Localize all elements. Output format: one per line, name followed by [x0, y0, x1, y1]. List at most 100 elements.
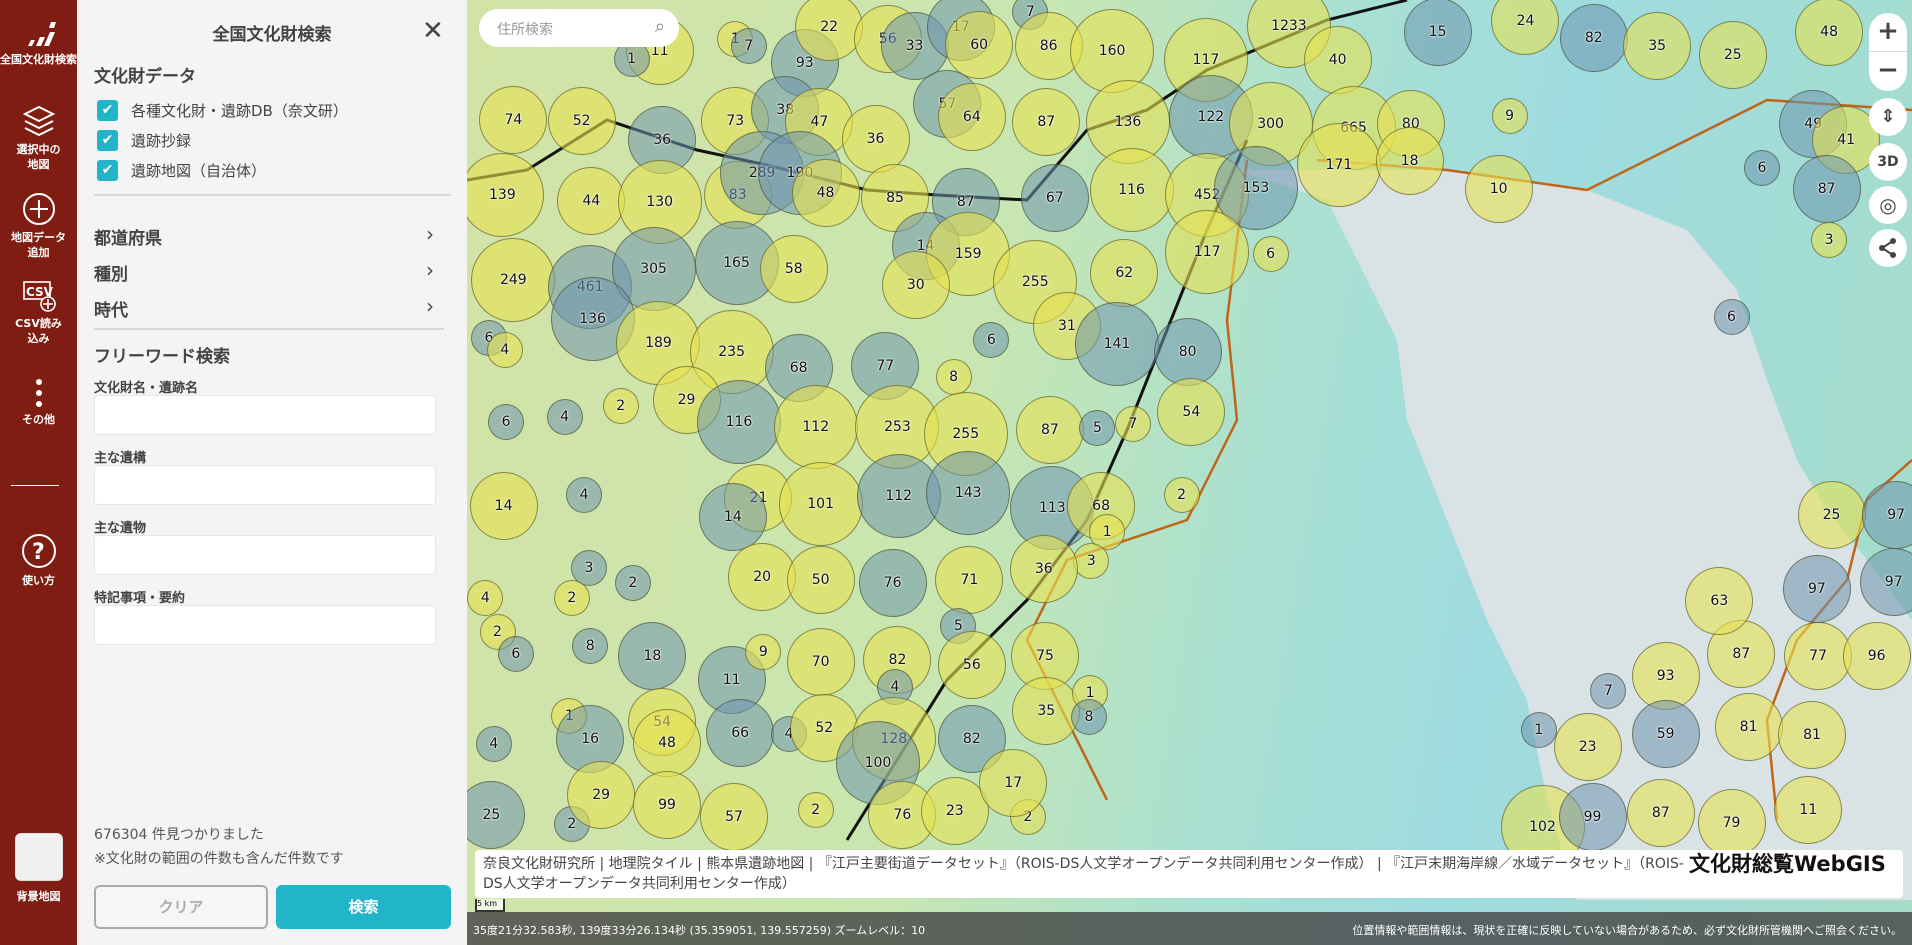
cluster-marker[interactable]: 8 — [572, 628, 609, 665]
cluster-marker[interactable]: 24 — [1491, 0, 1560, 55]
cluster-marker[interactable]: 71 — [935, 546, 1004, 615]
cluster-marker[interactable]: 48 — [791, 158, 860, 227]
cluster-marker[interactable]: 14 — [698, 483, 767, 552]
cluster-marker[interactable]: 7 — [730, 28, 767, 65]
cluster-marker[interactable]: 25 — [467, 780, 526, 849]
filter-period[interactable]: 時代 › — [94, 294, 444, 321]
cluster-marker[interactable]: 2 — [614, 564, 651, 601]
rail-item-basemap[interactable]: 背景地図 — [0, 833, 77, 904]
features-input[interactable] — [94, 465, 436, 505]
rail-item-search[interactable]: 全国文化財検索 — [0, 18, 77, 67]
cluster-marker[interactable]: 67 — [1020, 163, 1089, 232]
cluster-marker[interactable]: 4 — [546, 399, 583, 436]
cluster-marker[interactable]: 4 — [486, 331, 523, 368]
cluster-marker[interactable]: 74 — [479, 85, 548, 154]
cluster-marker[interactable]: 3 — [1073, 542, 1110, 579]
cluster-marker[interactable]: 4 — [566, 477, 603, 514]
cluster-marker[interactable]: 87 — [1792, 155, 1861, 223]
cluster-marker[interactable]: 57 — [700, 782, 769, 851]
cluster-marker[interactable]: 64 — [937, 83, 1006, 152]
cluster-marker[interactable]: 97 — [1862, 480, 1912, 549]
compass-button[interactable]: ⇕ — [1869, 98, 1907, 136]
rail-item-help[interactable]: ? 使い方 — [0, 533, 77, 588]
cluster-marker[interactable]: 50 — [786, 546, 855, 615]
cluster-marker[interactable]: 139 — [467, 153, 545, 238]
search-icon[interactable]: ⌕ — [654, 16, 665, 37]
cluster-marker[interactable]: 48 — [1795, 0, 1864, 66]
cluster-marker[interactable]: 40 — [1303, 25, 1372, 94]
cluster-marker[interactable]: 143 — [926, 450, 1011, 535]
cluster-marker[interactable]: 9 — [745, 634, 782, 671]
cluster-marker[interactable]: 23 — [1553, 713, 1622, 782]
cluster-marker[interactable]: 77 — [1784, 622, 1853, 691]
cluster-marker[interactable]: 99 — [633, 770, 701, 839]
cluster-marker[interactable]: 79 — [1697, 789, 1766, 858]
cluster-marker[interactable]: 97 — [1859, 547, 1912, 616]
cluster-marker[interactable]: 58 — [759, 235, 828, 304]
notes-input[interactable] — [94, 605, 436, 645]
name-input[interactable] — [94, 395, 436, 435]
cluster-marker[interactable]: 35 — [1012, 676, 1081, 745]
cluster-marker[interactable]: 66 — [706, 698, 775, 767]
cluster-marker[interactable]: 44 — [557, 167, 626, 236]
cluster-marker[interactable]: 30 — [881, 251, 950, 320]
cluster-marker[interactable]: 6 — [488, 403, 525, 440]
cluster-marker[interactable]: 87 — [1015, 396, 1084, 465]
cluster-marker[interactable]: 3 — [1811, 222, 1848, 259]
address-search-input[interactable]: 住所検索 ⌕ — [479, 9, 679, 47]
cluster-marker[interactable]: 15 — [1403, 0, 1472, 66]
cluster-marker[interactable]: 117 — [1165, 210, 1250, 295]
cluster-marker[interactable]: 62 — [1090, 239, 1159, 308]
cluster-marker[interactable]: 87 — [1012, 87, 1081, 156]
cluster-marker[interactable]: 20 — [728, 542, 797, 611]
cluster-marker[interactable]: 96 — [1842, 622, 1911, 691]
rail-item-more[interactable]: その他 — [0, 378, 77, 427]
search-button[interactable]: 検索 — [276, 885, 451, 929]
clear-button[interactable]: クリア — [94, 885, 268, 929]
cluster-marker[interactable]: 4 — [467, 579, 504, 616]
cluster-marker[interactable]: 59 — [1631, 700, 1700, 769]
rail-item-csv[interactable]: CSV CSV読み込み — [0, 280, 77, 346]
cluster-marker[interactable]: 52 — [547, 86, 616, 155]
cluster-marker[interactable]: 11 — [1774, 775, 1843, 844]
cluster-marker[interactable]: 6 — [1713, 299, 1750, 336]
cluster-marker[interactable]: 116 — [696, 379, 781, 464]
cluster-marker[interactable]: 82 — [1559, 3, 1628, 72]
cluster-marker[interactable]: 5 — [1079, 410, 1116, 446]
cluster-marker[interactable]: 116 — [1089, 148, 1174, 233]
cluster-marker[interactable]: 36 — [1009, 535, 1078, 604]
cluster-marker[interactable]: 101 — [778, 461, 863, 546]
cluster-marker[interactable]: 25 — [1698, 20, 1767, 89]
share-button[interactable] — [1869, 229, 1907, 267]
cluster-marker[interactable]: 6 — [1744, 150, 1780, 187]
cluster-marker[interactable]: 141 — [1074, 301, 1159, 386]
cluster-marker[interactable]: 6 — [1252, 235, 1289, 272]
artifacts-input[interactable] — [94, 535, 436, 575]
cluster-marker[interactable]: 77 — [851, 331, 920, 400]
cluster-marker[interactable]: 76 — [858, 548, 927, 617]
cluster-marker[interactable]: 63 — [1685, 567, 1754, 636]
cluster-marker[interactable]: 9 — [1491, 97, 1528, 134]
cluster-marker[interactable]: 18 — [1375, 126, 1444, 195]
zoom-out-button[interactable]: − — [1877, 55, 1899, 85]
cluster-marker[interactable]: 1 — [1520, 712, 1557, 749]
cluster-marker[interactable]: 10 — [1464, 155, 1533, 223]
cluster-marker[interactable]: 54 — [1157, 378, 1226, 447]
cluster-marker[interactable]: 81 — [1714, 692, 1783, 761]
locate-icon[interactable]: ◎ — [1869, 186, 1907, 224]
map[interactable]: 1111793225633176078616011712334015248235… — [467, 0, 1912, 945]
cluster-marker[interactable]: 23 — [920, 776, 989, 845]
close-icon[interactable]: ✕ — [422, 16, 444, 46]
cluster-marker[interactable]: 22 — [795, 0, 864, 61]
cluster-marker[interactable]: 29 — [567, 761, 636, 830]
rail-item-add-data[interactable]: 地図データ追加 — [0, 192, 77, 260]
cluster-marker[interactable]: 2 — [1163, 477, 1200, 514]
rail-item-layers[interactable]: 選択中の地図 — [0, 104, 77, 172]
cluster-marker[interactable]: 25 — [1797, 480, 1866, 549]
cluster-marker[interactable]: 35 — [1623, 12, 1692, 81]
filter-type[interactable]: 種別 › — [94, 258, 444, 285]
3d-button[interactable]: 3D — [1869, 143, 1907, 181]
cluster-marker[interactable]: 2 — [797, 791, 834, 828]
cluster-marker[interactable]: 87 — [1626, 779, 1695, 848]
cluster-marker[interactable]: 160 — [1070, 9, 1155, 94]
